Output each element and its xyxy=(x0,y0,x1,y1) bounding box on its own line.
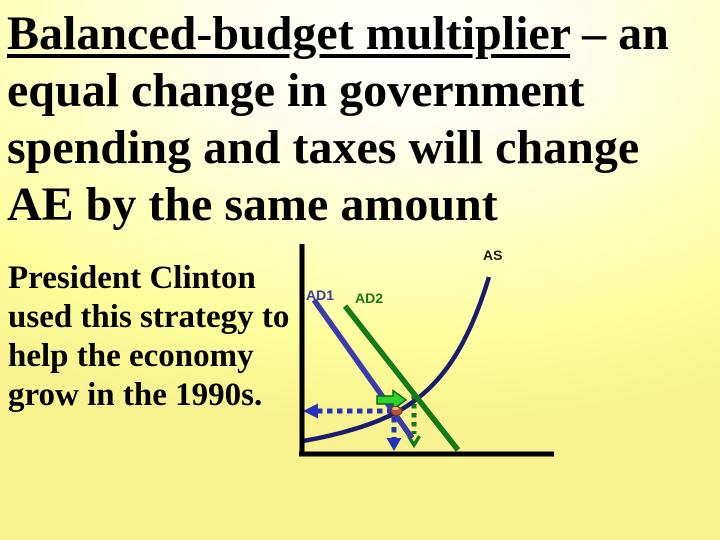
paragraph-line-1: President Clinton xyxy=(8,260,256,296)
ad-as-diagram: AD1 AD2 AS xyxy=(299,244,554,457)
title-underlined-term: Balanced-budget multiplier xyxy=(7,7,571,60)
shift-right-arrow-icon xyxy=(376,389,408,411)
paragraph-line-3: help the economy xyxy=(8,338,254,374)
title-line-4: AE by the same amount xyxy=(7,178,498,231)
ad1-label: AD1 xyxy=(306,287,334,303)
ad2-label: AD2 xyxy=(355,290,383,306)
equilibrium-dot-highlight xyxy=(392,406,399,411)
dotted-arrow-left-head-icon xyxy=(303,403,318,419)
as-curve xyxy=(302,276,492,444)
title-line-3: spending and taxes will change xyxy=(7,121,640,174)
dotted-arrow-down-blue-head-icon xyxy=(386,438,402,451)
paragraph-line-4: grow in the 1990s. xyxy=(8,377,263,413)
title-line-1: Balanced-budget multiplier – an xyxy=(7,5,697,62)
body-paragraph: President Clinton used this strategy to … xyxy=(8,259,298,415)
title-line-1-rest: – an xyxy=(570,7,669,60)
paragraph-line-2: used this strategy to xyxy=(8,299,290,335)
title-line-2: equal change in government xyxy=(7,64,585,117)
slide-title: Balanced-budget multiplier – an equal ch… xyxy=(7,5,697,233)
as-label: AS xyxy=(483,247,502,263)
ad2-line xyxy=(342,304,461,452)
